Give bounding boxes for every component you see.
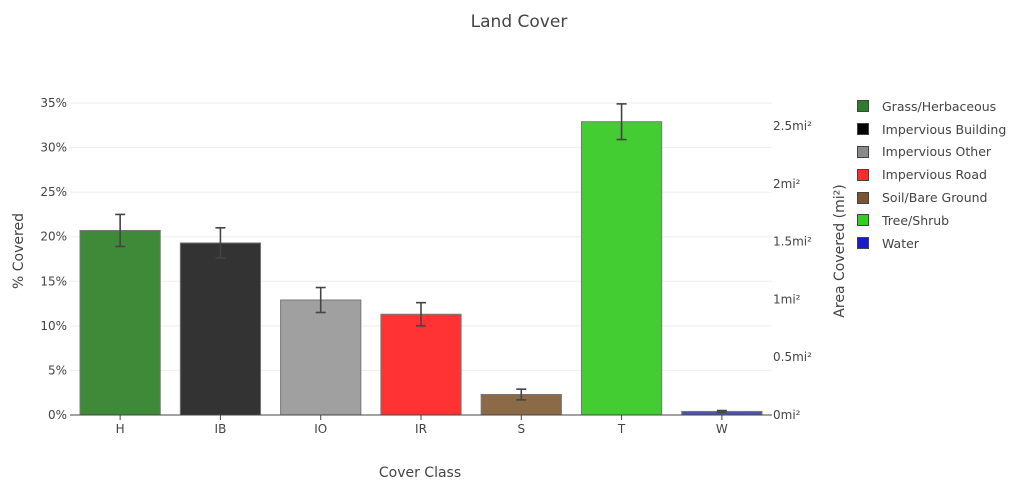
x-tick-label: S (517, 422, 525, 436)
x-tick-label: H (116, 422, 125, 436)
error-bars (115, 103, 727, 414)
legend-label: Grass/Herbaceous (882, 98, 997, 114)
legend-item[interactable]: Impervious Road (857, 163, 1006, 186)
bar-io (280, 299, 362, 416)
y-axis-label: % Covered (11, 213, 27, 289)
y-tick-label: 35% (40, 96, 67, 110)
error-bar-ir (416, 301, 426, 327)
legend-swatch (857, 168, 869, 181)
error-bar-s (516, 388, 527, 401)
x-tick-label: W (716, 422, 728, 436)
error-bar-ib (215, 227, 226, 259)
legend-item[interactable]: Impervious Other (857, 141, 1006, 164)
y2-axis-ticks: 0mi² 0.5mi² 1mi² 1.5mi² 2mi² 2.5mi² (773, 119, 812, 422)
y2-tick-label: 1.5mi² (773, 235, 812, 249)
legend-label: Impervious Road (882, 167, 987, 183)
y-tick-label: 10% (40, 319, 67, 333)
y2-tick-label: 2mi² (773, 177, 801, 191)
bar-t (580, 121, 663, 416)
legend-swatch (857, 145, 869, 158)
y2-tick-label: 0.5mi² (773, 350, 812, 364)
bar-ib (179, 242, 262, 416)
error-bar-t (616, 103, 627, 141)
y2-tick-label: 0mi² (773, 408, 801, 422)
y-tick-label: 30% (40, 141, 67, 155)
y2-axis-label: Area Covered (mi²) (832, 184, 848, 317)
x-tick-label: IB (215, 422, 227, 436)
y-tick-label: 5% (48, 363, 67, 377)
y2-tick-label: 2.5mi² (773, 119, 812, 133)
error-bar-h (115, 213, 126, 248)
x-tick-label: IR (415, 422, 427, 436)
legend-label: Tree/Shrub (882, 212, 950, 228)
y-tick-label: 0% (48, 408, 67, 422)
y2-tick-label: 1mi² (773, 292, 801, 306)
legend-label: Water (882, 235, 919, 251)
y-tick-label: 20% (40, 230, 67, 244)
legend-item[interactable]: Soil/Bare Ground (857, 186, 1006, 209)
error-bar-io (315, 286, 326, 314)
x-axis-ticks: H IB IO IR S T W (116, 415, 728, 436)
legend-label: Soil/Bare Ground (882, 190, 988, 206)
legend-item[interactable]: Tree/Shrub (857, 209, 1006, 232)
y-tick-label: 15% (40, 274, 67, 288)
bars (79, 121, 763, 416)
legend-label: Impervious Building (882, 121, 1007, 137)
bar-ir (380, 313, 462, 416)
x-axis-label: Cover Class (379, 465, 461, 481)
legend: Grass/Herbaceous Impervious Building Imper… (857, 95, 1006, 255)
bar-h (79, 229, 161, 416)
legend-swatch (857, 191, 869, 204)
legend-swatch (857, 123, 869, 136)
error-bar-w (716, 409, 727, 414)
legend-item[interactable]: Water (857, 232, 1006, 255)
legend-item[interactable]: Impervious Building (857, 118, 1006, 141)
legend-label: Impervious Other (882, 144, 992, 160)
legend-swatch (857, 214, 869, 227)
x-tick-label: IO (314, 422, 327, 436)
y-tick-label: 25% (40, 185, 67, 199)
chart-title: Land Cover (471, 12, 568, 32)
legend-swatch (857, 100, 869, 113)
x-tick-label: T (617, 422, 626, 436)
legend-item[interactable]: Grass/Herbaceous (857, 95, 1006, 118)
y-axis-ticks: 0% 5% 10% 15% 20% 25% 30% 35% (40, 96, 67, 422)
legend-swatch (857, 237, 869, 250)
